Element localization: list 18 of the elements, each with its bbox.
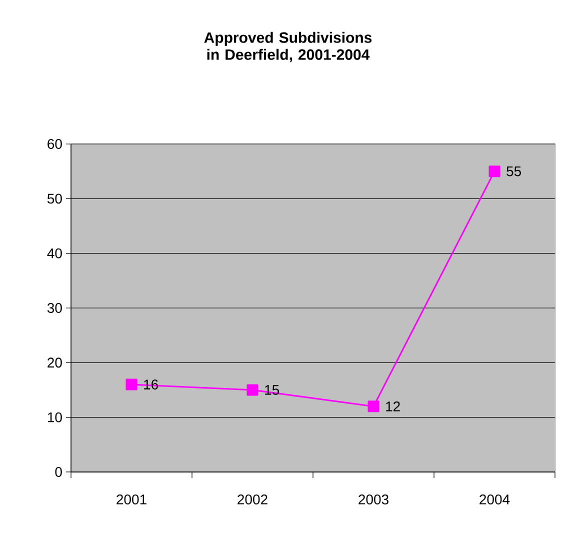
- y-tick-label: 30: [47, 303, 62, 313]
- data-label: 12: [386, 401, 400, 412]
- point: [488, 166, 500, 178]
- point: [368, 400, 380, 412]
- y-tick-label: 20: [48, 358, 62, 368]
- x-tick-label: 2002: [238, 494, 268, 504]
- x-tick-label: 2001: [116, 494, 146, 504]
- x-tick-label: 2003: [358, 494, 388, 504]
- y-tick-label: 50: [47, 194, 62, 204]
- y-tick-label: 40: [47, 248, 62, 258]
- data-label: 55: [506, 166, 522, 176]
- point: [126, 378, 138, 390]
- chart-title: Approved Subdivisions in Deerfield, 2001-2004: [204, 32, 372, 62]
- y-tick-label: 60: [48, 139, 62, 149]
- y-tick-label: 0: [55, 467, 62, 477]
- point: [246, 384, 258, 396]
- x-tick-label: 2004: [480, 494, 510, 504]
- y-tick-label: 10: [48, 412, 62, 422]
